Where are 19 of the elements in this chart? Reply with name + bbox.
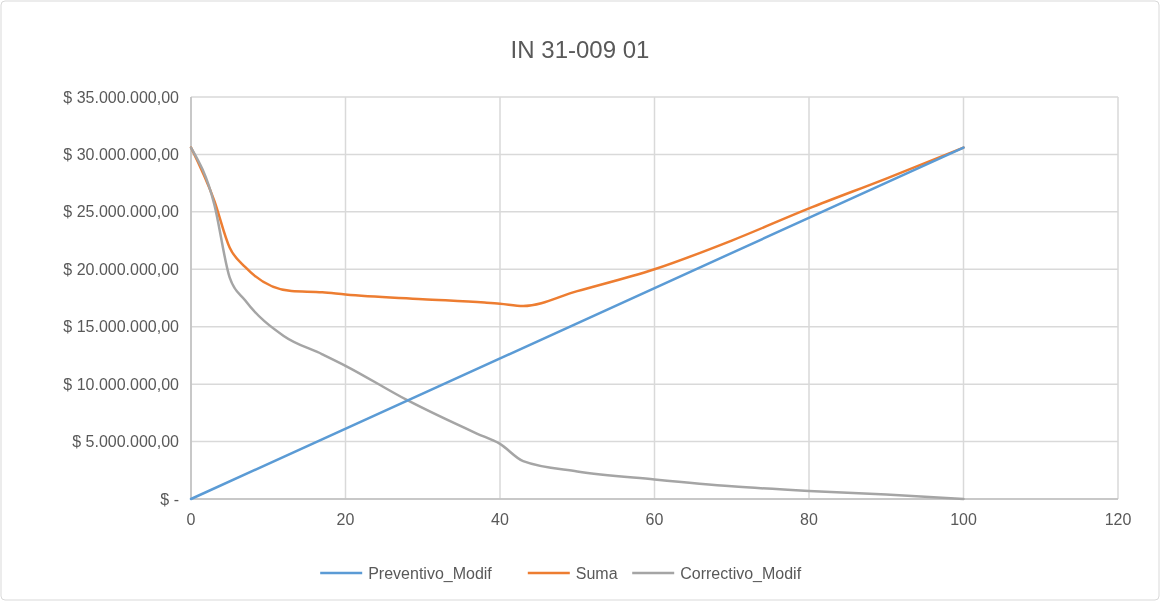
legend-label: Suma <box>575 564 618 582</box>
y-tick-label: $ - <box>160 490 179 508</box>
chart-title: IN 31-009 01 <box>510 36 650 63</box>
x-tick-label: 40 <box>491 511 509 528</box>
y-tick-label: $ 25.000.000,00 <box>63 203 180 221</box>
y-tick-label: $ 20.000.000,00 <box>63 260 180 278</box>
y-tick-label: $ 10.000.000,00 <box>63 375 180 393</box>
x-tick-label: 100 <box>950 511 977 528</box>
y-tick-label: $ 5.000.000,00 <box>72 433 180 451</box>
x-tick-label: 60 <box>645 511 664 528</box>
y-tick-label: $ 35.000.000,00 <box>63 88 180 106</box>
legend-label: Preventivo_Modif <box>368 564 493 583</box>
y-tick-label: $ 15.000.000,00 <box>63 318 180 336</box>
x-tick-label: 0 <box>186 511 196 528</box>
x-tick-label: 80 <box>800 511 818 528</box>
legend-label: Correctivo_Modif <box>680 564 802 583</box>
x-tick-label: 120 <box>1104 511 1132 528</box>
y-tick-label: $ 30.000.000,00 <box>63 146 180 164</box>
x-tick-label: 20 <box>336 511 355 528</box>
